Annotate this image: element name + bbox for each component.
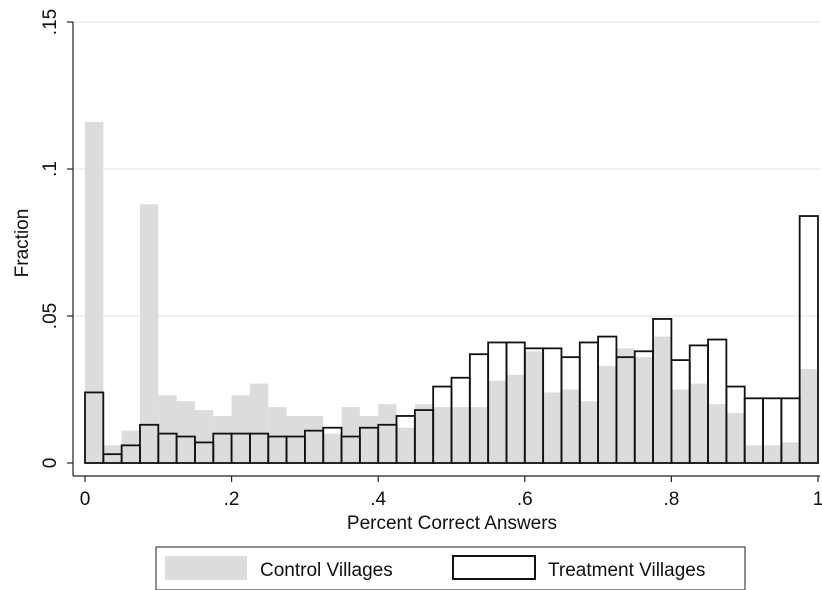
x-tick-label: .4 — [370, 489, 386, 510]
control-bar — [689, 383, 709, 463]
control-bar — [561, 389, 580, 463]
control-bar — [708, 404, 727, 463]
x-tick-label: 0 — [80, 489, 91, 510]
control-bar — [579, 401, 599, 463]
y-axis-label: Fraction — [12, 209, 33, 278]
control-bar — [158, 395, 177, 463]
control-bar — [799, 368, 818, 463]
x-axis-label: Percent Correct Answers — [347, 513, 557, 534]
control-bar — [85, 121, 104, 464]
control-bar — [726, 413, 745, 463]
control-bar — [616, 348, 635, 463]
control-bar — [598, 365, 617, 463]
control-bar — [671, 389, 690, 463]
control-bar — [488, 380, 507, 463]
control-bar — [414, 404, 434, 463]
control-bar — [139, 204, 159, 463]
control-bar — [359, 415, 379, 463]
y-tick-label: .1 — [40, 161, 61, 177]
control-bar — [121, 430, 140, 463]
control-bar — [469, 407, 489, 463]
treatment-bar — [798, 215, 819, 464]
control-bar — [249, 383, 269, 463]
control-bar — [634, 357, 654, 463]
x-tick-label: .8 — [663, 489, 679, 510]
control-bar — [506, 374, 525, 463]
control-bar — [268, 407, 287, 463]
control-bar — [451, 407, 470, 463]
x-tick-label: .2 — [224, 489, 240, 510]
legend-label-control: Control Villages — [260, 560, 393, 581]
x-tick-label: .6 — [517, 489, 533, 510]
control-bar — [763, 445, 782, 463]
gridlines — [73, 21, 820, 317]
y-tick-label: .15 — [40, 9, 61, 35]
control-bar — [744, 445, 764, 463]
tick-labels: 0 .05 .1 .15 0 .2 .4 .6 .8 1 — [40, 9, 822, 510]
x-tick-label: 1 — [813, 489, 822, 510]
control-bar — [286, 415, 305, 463]
control-bar — [433, 407, 452, 463]
legend-swatch-control — [165, 556, 247, 580]
treatment-bar — [84, 391, 105, 464]
control-villages-bars — [85, 121, 818, 464]
control-bar — [378, 404, 397, 463]
control-bar — [304, 415, 324, 463]
control-bar — [176, 401, 195, 463]
control-bar — [323, 433, 342, 463]
control-bar — [231, 395, 250, 463]
treatment-villages-bars — [84, 215, 819, 464]
axes — [67, 21, 820, 482]
control-bar — [194, 410, 214, 463]
legend-label-treatment: Treatment Villages — [548, 560, 705, 581]
control-bar — [653, 336, 672, 463]
legend-box — [155, 546, 746, 590]
control-bar — [396, 427, 415, 463]
y-tick-label: .05 — [40, 303, 61, 329]
y-tick-label: 0 — [40, 458, 61, 469]
control-bar — [781, 442, 800, 463]
legend: Control Villages Treatment Villages — [155, 546, 746, 590]
control-bar — [213, 415, 232, 463]
control-bar — [524, 351, 544, 463]
control-bar — [543, 392, 562, 463]
control-bar — [341, 407, 360, 463]
legend-swatch-treatment — [452, 555, 536, 580]
